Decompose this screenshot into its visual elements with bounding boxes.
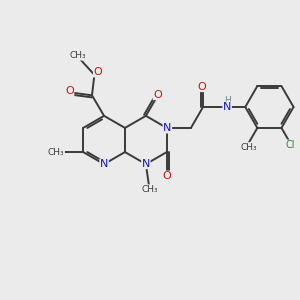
Text: N: N [142, 158, 150, 169]
Text: CH₃: CH₃ [142, 185, 159, 194]
Text: CH₃: CH₃ [48, 148, 64, 157]
Text: H: H [224, 96, 230, 105]
Text: CH₃: CH₃ [70, 51, 86, 60]
Text: O: O [65, 85, 74, 96]
Text: O: O [197, 82, 206, 92]
Text: O: O [153, 89, 162, 100]
Text: N: N [163, 123, 172, 133]
Text: O: O [162, 171, 171, 181]
Text: CH₃: CH₃ [241, 143, 257, 152]
Text: Cl: Cl [286, 140, 295, 150]
Text: O: O [94, 67, 102, 77]
Text: N: N [100, 159, 108, 169]
Text: N: N [223, 102, 231, 112]
